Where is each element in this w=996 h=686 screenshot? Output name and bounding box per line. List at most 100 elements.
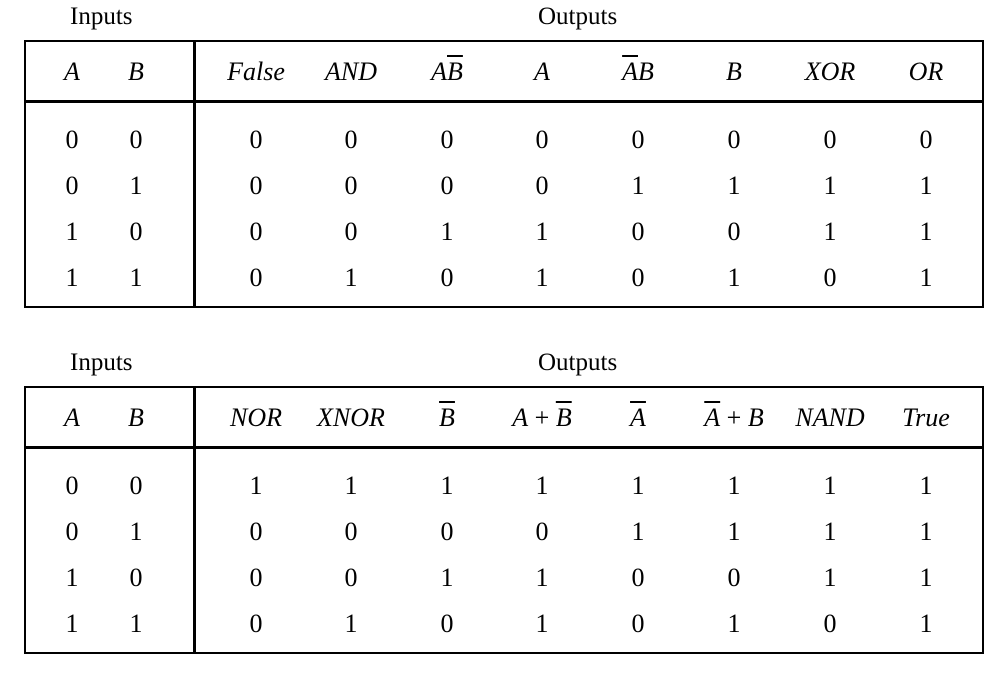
inputs-outputs-divider [193,42,196,306]
header-part: NAND [795,403,865,432]
output-value-cell: 0 [823,125,837,154]
output-value-cell: 1 [823,171,837,200]
output-value-cell: 0 [727,125,741,154]
output-value-cell: 0 [823,263,837,292]
output-value-cell: 0 [535,171,549,200]
truth-table: A B False AND AB A AB B XOR OR 0 0 0 0 0 0 0 0 0 0 0 1 0 0 0 0 1 1 1… [24,40,984,308]
column-header: B [86,57,186,87]
column-header: NAND [780,403,880,433]
input-value-cell: 1 [129,263,143,292]
column-header: A [22,403,122,433]
output-value-cell: 1 [919,609,933,638]
column-header: A + B [492,403,592,433]
header-part: AND [325,57,377,86]
header-part: A [64,403,80,432]
header-part: XOR [804,57,856,86]
column-header: B [397,403,497,433]
output-value-cell: 0 [440,263,454,292]
header-part: XNOR [317,403,385,432]
column-header: NOR [206,403,306,433]
output-value-cell: 0 [344,563,358,592]
output-value-cell: 0 [249,563,263,592]
column-header: True [876,403,976,433]
inputs-outputs-divider [193,388,196,652]
output-value-cell: 1 [344,609,358,638]
output-value-cell: 1 [919,263,933,292]
output-value-cell: 0 [535,517,549,546]
input-value-cell: 0 [129,471,143,500]
header-part: B [447,57,463,86]
output-value-cell: 0 [249,125,263,154]
output-value-cell: 0 [344,217,358,246]
output-value-cell: 0 [249,263,263,292]
output-value-cell: 0 [440,517,454,546]
input-value-cell: 0 [65,517,79,546]
output-value-cell: 1 [535,263,549,292]
output-value-cell: 1 [919,171,933,200]
output-value-cell: 0 [249,171,263,200]
header-divider [26,100,982,103]
column-header: A [22,57,122,87]
header-part: A [64,57,80,86]
output-value-cell: 1 [440,563,454,592]
input-value-cell: 1 [129,171,143,200]
output-value-cell: 0 [535,125,549,154]
output-value-cell: 1 [249,471,263,500]
output-value-cell: 1 [631,171,645,200]
header-part: B [638,57,654,86]
input-value-cell: 1 [65,609,79,638]
output-value-cell: 0 [631,263,645,292]
column-header: OR [876,57,976,87]
output-value-cell: 0 [631,125,645,154]
output-value-cell: 1 [535,217,549,246]
input-value-cell: 1 [129,609,143,638]
output-value-cell: 0 [344,517,358,546]
header-part: True [902,403,950,432]
outputs-label: Outputs [538,349,618,376]
output-value-cell: 1 [440,471,454,500]
output-value-cell: 1 [823,471,837,500]
column-header: B [86,403,186,433]
column-header: AB [397,57,497,87]
output-value-cell: 0 [631,609,645,638]
column-header: XOR [780,57,880,87]
header-part: B [747,403,764,432]
output-value-cell: 0 [249,517,263,546]
input-value-cell: 1 [65,563,79,592]
outputs-label: Outputs [538,3,618,30]
output-value-cell: 0 [440,609,454,638]
output-value-cell: 0 [249,609,263,638]
header-part: + [720,403,748,432]
input-value-cell: 0 [129,217,143,246]
output-value-cell: 0 [823,609,837,638]
output-value-cell: 1 [344,471,358,500]
output-value-cell: 0 [344,171,358,200]
output-value-cell: 1 [344,263,358,292]
output-value-cell: 1 [919,517,933,546]
output-value-cell: 1 [919,471,933,500]
header-part: B [128,57,144,86]
input-value-cell: 1 [65,217,79,246]
column-header: A [492,57,592,87]
output-value-cell: 1 [823,517,837,546]
header-part: OR [908,57,944,86]
header-part: A [534,57,550,86]
header-part: NOR [230,403,282,432]
column-header: A [588,403,688,433]
header-part: B [128,403,144,432]
output-value-cell: 0 [344,125,358,154]
output-value-cell: 1 [440,217,454,246]
header-divider [26,446,982,449]
output-value-cell: 1 [727,171,741,200]
header-part: A [431,57,447,86]
inputs-label: Inputs [70,349,133,376]
input-value-cell: 0 [65,471,79,500]
input-value-cell: 0 [65,125,79,154]
output-value-cell: 0 [440,171,454,200]
input-value-cell: 0 [129,563,143,592]
header-part: B [439,403,455,432]
output-value-cell: 0 [919,125,933,154]
output-value-cell: 1 [727,471,741,500]
column-header: B [684,57,784,87]
